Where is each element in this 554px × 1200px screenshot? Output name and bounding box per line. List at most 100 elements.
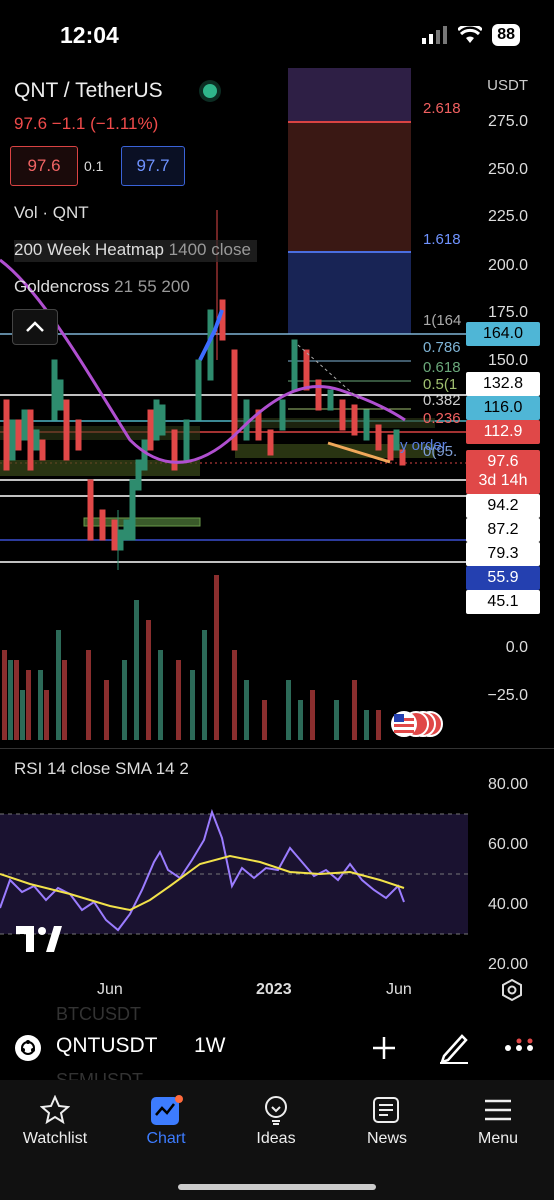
fib-zone-upper — [288, 68, 411, 130]
symbol-selector[interactable]: QNTUSDT — [56, 1034, 158, 1057]
symbol-bar: BTCUSDT QNTUSDT 1W SFMUSDT — [0, 1004, 554, 1090]
battery-indicator: 88 — [492, 24, 520, 46]
fib-label-0236: 0.236 — [423, 410, 461, 427]
heatmap-params: 1400 close — [168, 240, 251, 259]
goldencross-indicator-label[interactable]: Goldencross 21 55 200 — [14, 277, 190, 297]
fib-label-1: 1(164 — [423, 312, 462, 329]
fib-zone-blue — [288, 252, 411, 334]
ghost-symbol-above: BTCUSDT — [56, 1004, 141, 1024]
qnt-coin-icon — [15, 1035, 41, 1061]
status-time: 12:04 — [60, 22, 119, 48]
order-label: y order — [400, 437, 447, 454]
price-tag-45: 45.1 — [466, 590, 540, 614]
us-flag-icon — [391, 711, 443, 737]
fib-label-0382: 0.382 — [423, 392, 461, 409]
volume-indicator-label[interactable]: Vol · QNT — [14, 203, 89, 222]
nav-news[interactable]: News — [342, 1095, 432, 1148]
nav-label: Ideas — [256, 1130, 296, 1147]
time-axis-label: Jun — [386, 981, 412, 998]
rsi-axis-label: 40.00 — [487, 896, 528, 913]
current-price-tag: 97.6 3d 14h — [466, 450, 540, 494]
price-axis-label: 275.0 — [487, 113, 528, 130]
tradingview-logo-icon — [16, 926, 62, 952]
nav-label: Chart — [146, 1130, 186, 1147]
nav-menu[interactable]: Menu — [453, 1095, 543, 1148]
bottom-navigation — [0, 1080, 554, 1200]
fib-label-0786: 0.786 — [423, 339, 461, 356]
add-icon[interactable] — [370, 1034, 398, 1062]
market-open-indicator — [203, 84, 217, 98]
goldencross-ma-long — [0, 258, 406, 464]
price-axis-label: 200.0 — [487, 257, 528, 274]
goldencross-ma-short — [198, 309, 224, 361]
price-axis-label: 150.0 — [487, 352, 528, 369]
nav-watchlist[interactable]: Watchlist — [10, 1094, 100, 1148]
price-tag-79: 79.3 — [466, 542, 540, 566]
collapse-indicators-button[interactable] — [12, 309, 58, 345]
fib-label-0618: 0.618 — [423, 359, 461, 376]
rsi-axis-label: 80.00 — [487, 776, 528, 793]
price-tag-116: 116.0 — [466, 396, 540, 420]
price-axis-unit[interactable]: USDT — [487, 77, 528, 94]
heatmap-indicator-label[interactable]: 200 Week Heatmap 1400 close — [14, 240, 257, 262]
fib-zone-red — [288, 122, 411, 252]
star-icon — [39, 1094, 71, 1125]
nav-label: News — [366, 1130, 407, 1147]
spread-value: 0.1 — [84, 158, 104, 174]
status-icons: 88 — [422, 24, 520, 46]
drawing-tools-icon[interactable] — [438, 1030, 470, 1064]
price-change: 97.6 −1.1 (−1.11%) — [14, 114, 159, 133]
hamburger-icon — [485, 1099, 511, 1121]
price-tag-94: 94.2 — [466, 494, 540, 518]
bar-countdown: 3d 14h — [478, 472, 528, 489]
candles — [3, 210, 406, 570]
newspaper-icon — [373, 1097, 399, 1123]
price-tag-132: 132.8 — [466, 372, 540, 396]
nav-ideas[interactable]: Ideas — [231, 1095, 321, 1148]
price-axis-label: 250.0 — [487, 161, 528, 178]
price-chart[interactable] — [0, 60, 554, 750]
volume-axis-label: 0.0 — [505, 639, 528, 656]
wifi-icon — [458, 26, 483, 43]
time-axis-label: 2023 — [256, 981, 292, 998]
volume-bars — [2, 575, 381, 740]
chart-settings-icon[interactable] — [500, 978, 524, 1002]
pane-divider[interactable] — [0, 748, 554, 749]
sell-button[interactable]: 97.6 — [10, 146, 78, 186]
buy-button[interactable]: 97.7 — [121, 146, 185, 186]
price-axis-label: 225.0 — [487, 208, 528, 225]
trend-line-bottom — [327, 441, 391, 464]
fib-label-05: 0.5(1 — [423, 376, 458, 393]
heatmap-name: 200 Week Heatmap — [14, 240, 164, 259]
price-axis-label: 175.0 — [487, 304, 528, 321]
trend-line-top — [297, 344, 361, 401]
fib-label-0: 0(95. — [423, 443, 458, 460]
home-indicator — [178, 1184, 376, 1190]
price-tag-55: 55.9 — [466, 566, 540, 590]
fib-label-2618: 2.618 — [423, 100, 461, 117]
rsi-sma-line — [0, 854, 405, 912]
fib-label-1618: 1.618 — [423, 231, 461, 248]
time-axis-label: Jun — [97, 981, 123, 998]
volume-axis-label: −25.0 — [487, 687, 528, 704]
rsi-chart[interactable] — [0, 790, 470, 950]
nav-label: Menu — [477, 1130, 519, 1147]
nav-label: Watchlist — [22, 1130, 88, 1147]
interval-selector[interactable]: 1W — [194, 1034, 226, 1057]
economic-events-flags[interactable] — [390, 710, 444, 738]
current-price: 97.6 — [487, 453, 519, 470]
chevron-up-icon — [26, 321, 44, 332]
price-tag-164: 164.0 — [466, 322, 540, 346]
more-options-icon[interactable] — [504, 1038, 534, 1058]
symbol-title[interactable]: QNT / TetherUS — [14, 79, 163, 102]
goldencross-params: 21 55 200 — [114, 277, 190, 296]
price-tag-112: 112.9 — [466, 420, 540, 444]
signal-icon — [422, 26, 448, 44]
rsi-axis-label: 60.00 — [487, 836, 528, 853]
rsi-axis-label: 20.00 — [487, 956, 528, 973]
goldencross-name: Goldencross — [14, 277, 110, 296]
chart-icon — [151, 1095, 183, 1125]
rsi-indicator-label[interactable]: RSI 14 close SMA 14 2 — [14, 759, 189, 778]
nav-chart[interactable]: Chart — [121, 1095, 211, 1148]
lightbulb-icon — [265, 1096, 287, 1125]
